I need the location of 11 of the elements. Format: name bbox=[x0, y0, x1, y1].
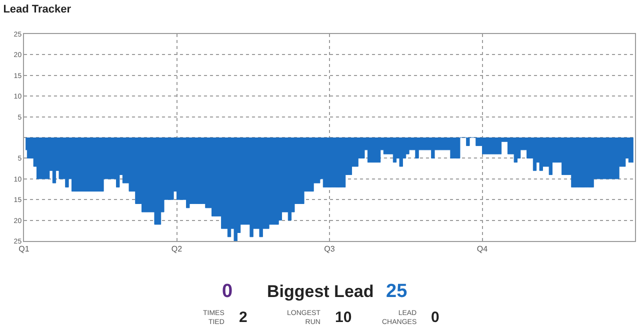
text: 25 bbox=[386, 281, 408, 302]
text: 2 bbox=[239, 309, 248, 326]
x-tick-label: Q1 bbox=[18, 244, 30, 254]
x-tick-label: Q3 bbox=[324, 244, 336, 254]
x-tick-label: Q2 bbox=[171, 244, 183, 254]
text: 0 bbox=[222, 281, 233, 302]
text: Biggest Lead bbox=[267, 282, 374, 301]
chart-title: Lead Tracker bbox=[3, 4, 72, 16]
x-tick-label: Q4 bbox=[476, 244, 488, 254]
text: 10 bbox=[335, 309, 352, 326]
text: 0 bbox=[431, 309, 440, 326]
